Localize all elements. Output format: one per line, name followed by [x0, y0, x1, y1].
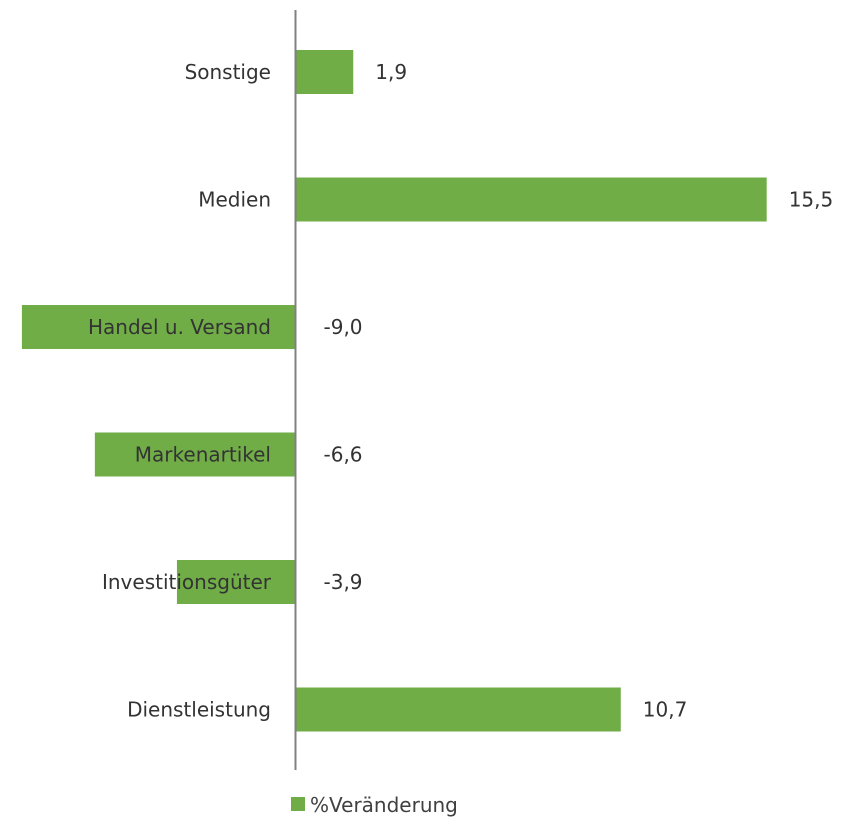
data-label: 10,7 — [643, 698, 688, 722]
bar-investitionsgüter — [176, 560, 296, 604]
bar-medien — [295, 177, 767, 222]
bar-dienstleistung — [295, 687, 621, 732]
category-label: Dienstleistung — [127, 698, 271, 722]
legend: %Veränderung — [291, 793, 458, 817]
data-label: -6,6 — [324, 443, 363, 467]
bars-group — [21, 50, 767, 732]
data-label: 1,9 — [375, 60, 407, 84]
data-label: 15,5 — [789, 188, 834, 212]
data-label: -9,0 — [324, 315, 363, 339]
data-label: -3,9 — [324, 570, 363, 594]
category-labels-group: Sonstige Medien Handel u. Versand Markenart… — [88, 60, 272, 722]
bar-sonstige — [295, 50, 354, 94]
category-label: Medien — [198, 188, 271, 212]
value-labels-group: 1,9 15,5 -9,0 -6,6 -3,9 10,7 — [324, 60, 834, 722]
category-label: Handel u. Versand — [88, 315, 271, 339]
category-label: Investitionsgüter — [102, 570, 272, 594]
category-label: Sonstige — [185, 60, 271, 84]
legend-swatch — [291, 797, 305, 811]
legend-label: %Veränderung — [310, 793, 458, 817]
bar-markenartikel — [94, 432, 296, 477]
category-label: Markenartikel — [135, 443, 271, 467]
bar-handel-u-versand — [21, 305, 296, 349]
